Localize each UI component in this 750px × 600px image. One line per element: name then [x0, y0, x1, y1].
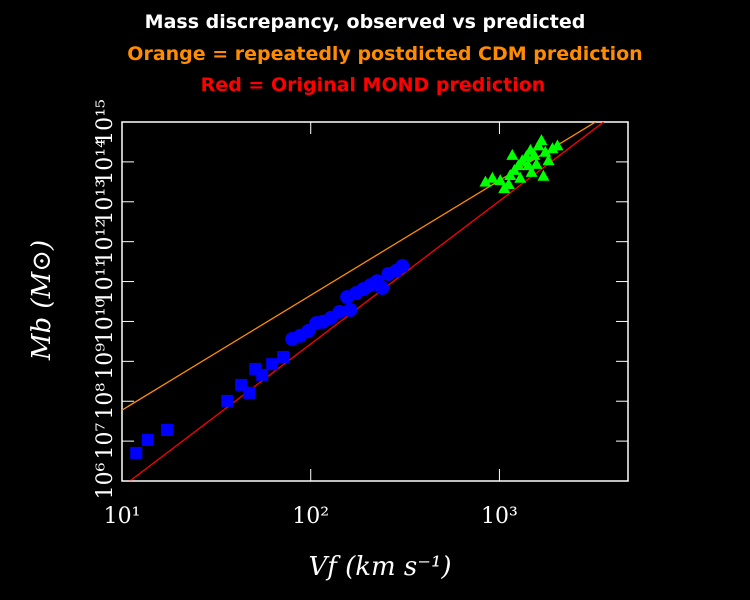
x-tick-label: 10¹ [104, 504, 141, 529]
chart-title: Mass discrepancy, observed vs predicted [145, 11, 586, 33]
plot-frame [121, 121, 629, 482]
y-tick-label: 10⁷ [93, 423, 118, 460]
triangle-marker [542, 154, 555, 166]
triangle-marker [502, 177, 515, 189]
triangle-marker [546, 142, 559, 154]
square-marker [277, 350, 290, 363]
y-tick-label: 10¹⁰ [93, 298, 118, 344]
y-tick-label: 10¹³ [93, 179, 118, 225]
x-tick-label: 10² [292, 504, 329, 529]
y-tick-label: 10⁹ [93, 343, 118, 380]
triangle-marker [525, 165, 538, 177]
square-marker [160, 423, 173, 436]
x-tick-label: 10³ [481, 504, 518, 529]
triangle-marker [479, 175, 492, 187]
triangle-marker [537, 169, 550, 181]
circle-marker [395, 259, 410, 274]
triangle-marker [530, 157, 543, 169]
y-tick-label: 10¹¹ [93, 259, 118, 305]
square-marker [266, 358, 279, 371]
circle-marker [375, 280, 390, 295]
circle-marker [343, 302, 358, 317]
y-tick-label: 10¹² [93, 219, 118, 265]
triangle-marker [494, 174, 507, 186]
triangle-marker [514, 171, 527, 183]
square-marker [256, 368, 269, 381]
triangle-marker [486, 171, 499, 183]
triangle-marker [535, 134, 548, 146]
chart-subtitle: Red = Original MOND prediction [201, 74, 546, 96]
y-tick-label: 10⁶ [93, 462, 118, 499]
y-tick-label: 10¹⁴ [93, 139, 118, 185]
plot-area [122, 122, 604, 481]
triangle-marker [539, 145, 552, 157]
y-tick-label: 10⁸ [93, 383, 118, 420]
square-marker [221, 394, 234, 407]
triangle-marker [506, 148, 519, 160]
triangle-marker [551, 139, 564, 151]
square-marker [130, 446, 143, 459]
square-marker [243, 386, 256, 399]
triangle-marker [522, 159, 535, 171]
square-marker [141, 433, 154, 446]
x-axis-label: Vf (km s⁻¹) [308, 552, 451, 582]
triangle-marker [528, 148, 541, 160]
y-tick-label: 10¹⁵ [93, 99, 118, 145]
chart-subtitle: Orange = repeatedly postdicted CDM predi… [127, 43, 642, 65]
y-axis-label: Mb (M⊙) [27, 240, 57, 361]
circle-marker [332, 304, 347, 319]
